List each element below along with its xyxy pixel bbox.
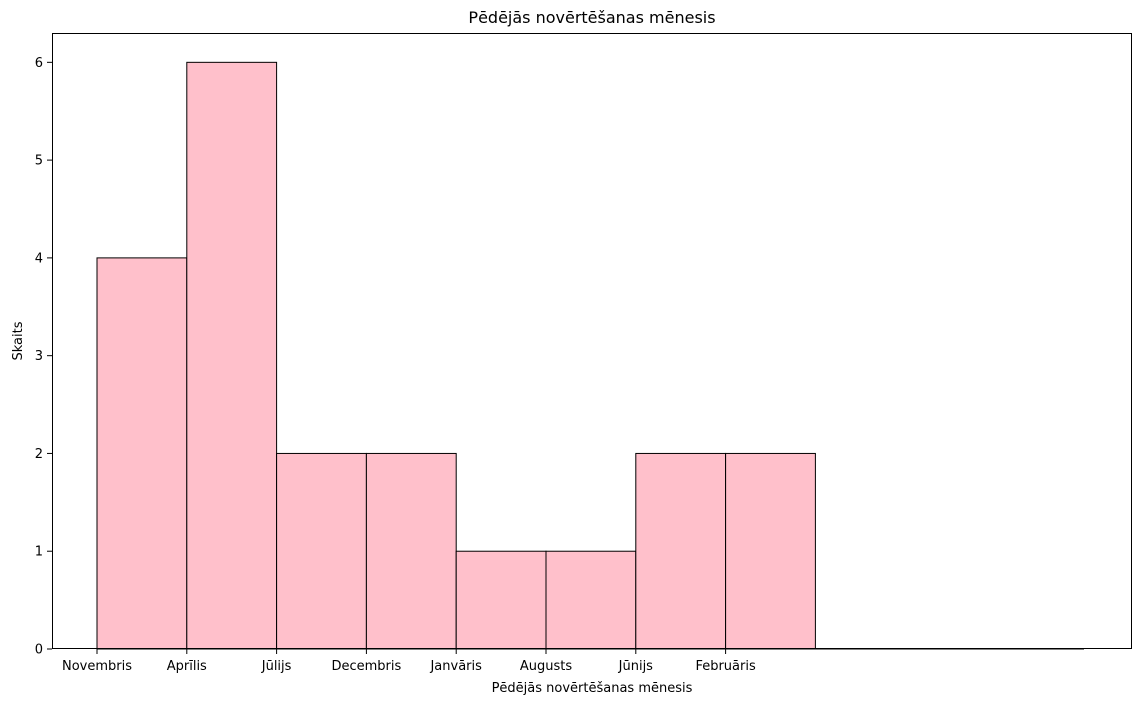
bar-8 <box>725 452 816 650</box>
bar-7 <box>635 452 727 650</box>
x-tick-label: Augusts <box>520 659 572 674</box>
x-tick-label: Jūnijs <box>618 659 654 674</box>
bar-3 <box>276 452 367 650</box>
y-axis-label: Skaits <box>11 321 26 360</box>
chart-title: Pēdējās novērtēšanas mēnesis <box>468 8 715 27</box>
x-tick-label: Aprīlis <box>167 659 207 674</box>
y-tick-label: 2 <box>35 447 43 462</box>
x-tick-label: Novembris <box>62 659 132 674</box>
y-tick-label: 6 <box>35 56 43 71</box>
x-tick-label: Decembris <box>331 659 401 674</box>
x-tick-label: Janvāris <box>429 659 482 674</box>
y-tick-label: 0 <box>35 643 43 658</box>
x-tick-label: Jūlijs <box>261 659 292 674</box>
bar-1 <box>96 257 188 650</box>
y-tick-label: 1 <box>35 545 43 560</box>
y-tick-label: 5 <box>35 154 43 169</box>
x-axis: Novembris Aprīlis Jūlijs Decembris Janvāris A… <box>62 649 756 674</box>
bar-4 <box>365 452 457 650</box>
plot-frame <box>52 33 1132 649</box>
bars-group <box>96 61 816 650</box>
x-tick-label: Februāris <box>695 659 756 674</box>
bar-5 <box>455 550 547 650</box>
bar-2 <box>186 61 278 650</box>
y-tick-label: 4 <box>35 251 43 266</box>
bar-6 <box>545 550 637 650</box>
y-axis: 0 1 2 3 4 5 6 <box>35 56 52 658</box>
x-axis-label: Pēdējās novērtēšanas mēnesis <box>492 681 693 696</box>
y-tick-label: 3 <box>35 349 43 364</box>
